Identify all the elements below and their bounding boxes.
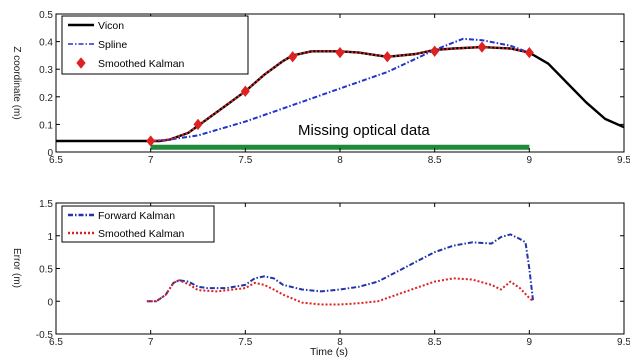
data-point-marker	[382, 51, 392, 63]
x-tick-label: 6.5	[49, 155, 63, 166]
legend-label-spline: Spline	[98, 39, 127, 51]
data-point-marker	[146, 135, 156, 147]
x-tick-label: 7	[148, 155, 154, 166]
top-x-ticks: 6.5 7 7.5 8 8.5 9 9.5	[49, 14, 630, 166]
y-tick-label: 1.5	[39, 199, 53, 210]
y-tick-label: -0.5	[36, 330, 54, 341]
series-line-smoothed-kalman	[150, 46, 530, 142]
y-tick-label: 0.5	[39, 265, 53, 276]
x-tick-label: 9	[527, 155, 533, 166]
data-point-marker	[430, 45, 440, 57]
top-series-group	[56, 37, 625, 147]
x-tick-label: 9.5	[617, 337, 630, 348]
series-line-spline	[150, 37, 530, 142]
y-tick-label: 0.1	[39, 120, 53, 131]
x-axis-label: Time (s)	[310, 346, 348, 358]
data-point-marker	[288, 51, 298, 63]
top-y-axis-label: Z coordinate (m)	[11, 46, 22, 119]
x-tick-label: 7	[148, 337, 154, 348]
y-tick-label: 0.2	[39, 93, 53, 104]
y-tick-label: 0.3	[39, 65, 53, 76]
y-tick-label: 0.4	[39, 38, 53, 49]
bottom-legend: Forward Kalman Smoothed Kalman	[61, 205, 215, 243]
legend-label-smoothed-kalman: Smoothed Kalman	[98, 58, 185, 70]
legend-label-forward-kalman: Forward Kalman	[98, 210, 175, 222]
bottom-legend-box	[61, 205, 215, 243]
legend-label-vicon: Vicon	[98, 20, 124, 32]
top-legend: Vicon Spline Smoothed Kalman	[61, 15, 249, 75]
bottom-x-ticks: 6.5 7 7.5 8 8.5 9 9.5	[49, 203, 630, 348]
series-line-forward-kalman	[146, 233, 535, 303]
legend-swatch-smoothed-kalman	[76, 57, 86, 69]
top-panel: Missing optical data 6.5 7 7.5 8 8.5 9 9.5 0 0.…	[11, 10, 630, 166]
x-tick-label: 8	[337, 337, 343, 348]
bottom-y-ticks: -0.5 0 0.5 1 1.5	[36, 199, 624, 341]
legend-label-smoothed-kalman-error: Smoothed Kalman	[98, 228, 185, 240]
data-point-marker	[477, 41, 487, 53]
bottom-panel: 6.5 7 7.5 8 8.5 9 9.5 -0.5 0 0.5 1 1.5 Error (m) T…	[11, 199, 630, 358]
series-line-smoothed-kalman	[146, 277, 534, 306]
data-point-marker	[335, 46, 345, 59]
y-tick-label: 0.5	[39, 10, 53, 21]
x-tick-label: 8.5	[428, 155, 442, 166]
data-point-marker	[240, 85, 250, 97]
x-tick-label: 8	[337, 155, 343, 166]
x-tick-label: 6.5	[49, 337, 63, 348]
data-point-marker	[524, 46, 534, 59]
x-tick-label: 9.5	[617, 155, 630, 166]
y-tick-label: 0	[47, 297, 53, 308]
bottom-series-group	[146, 233, 535, 306]
top-y-ticks: 0 0.1 0.2 0.3 0.4 0.5	[39, 10, 624, 159]
x-tick-label: 7.5	[238, 337, 252, 348]
y-tick-label: 1	[47, 232, 53, 243]
missing-data-annotation: Missing optical data	[298, 122, 430, 139]
data-point-marker	[193, 118, 203, 131]
x-tick-label: 8.5	[428, 337, 442, 348]
x-tick-label: 9	[527, 337, 533, 348]
x-tick-label: 7.5	[238, 155, 252, 166]
bottom-y-axis-label: Error (m)	[11, 248, 22, 288]
y-tick-label: 0	[47, 148, 53, 159]
